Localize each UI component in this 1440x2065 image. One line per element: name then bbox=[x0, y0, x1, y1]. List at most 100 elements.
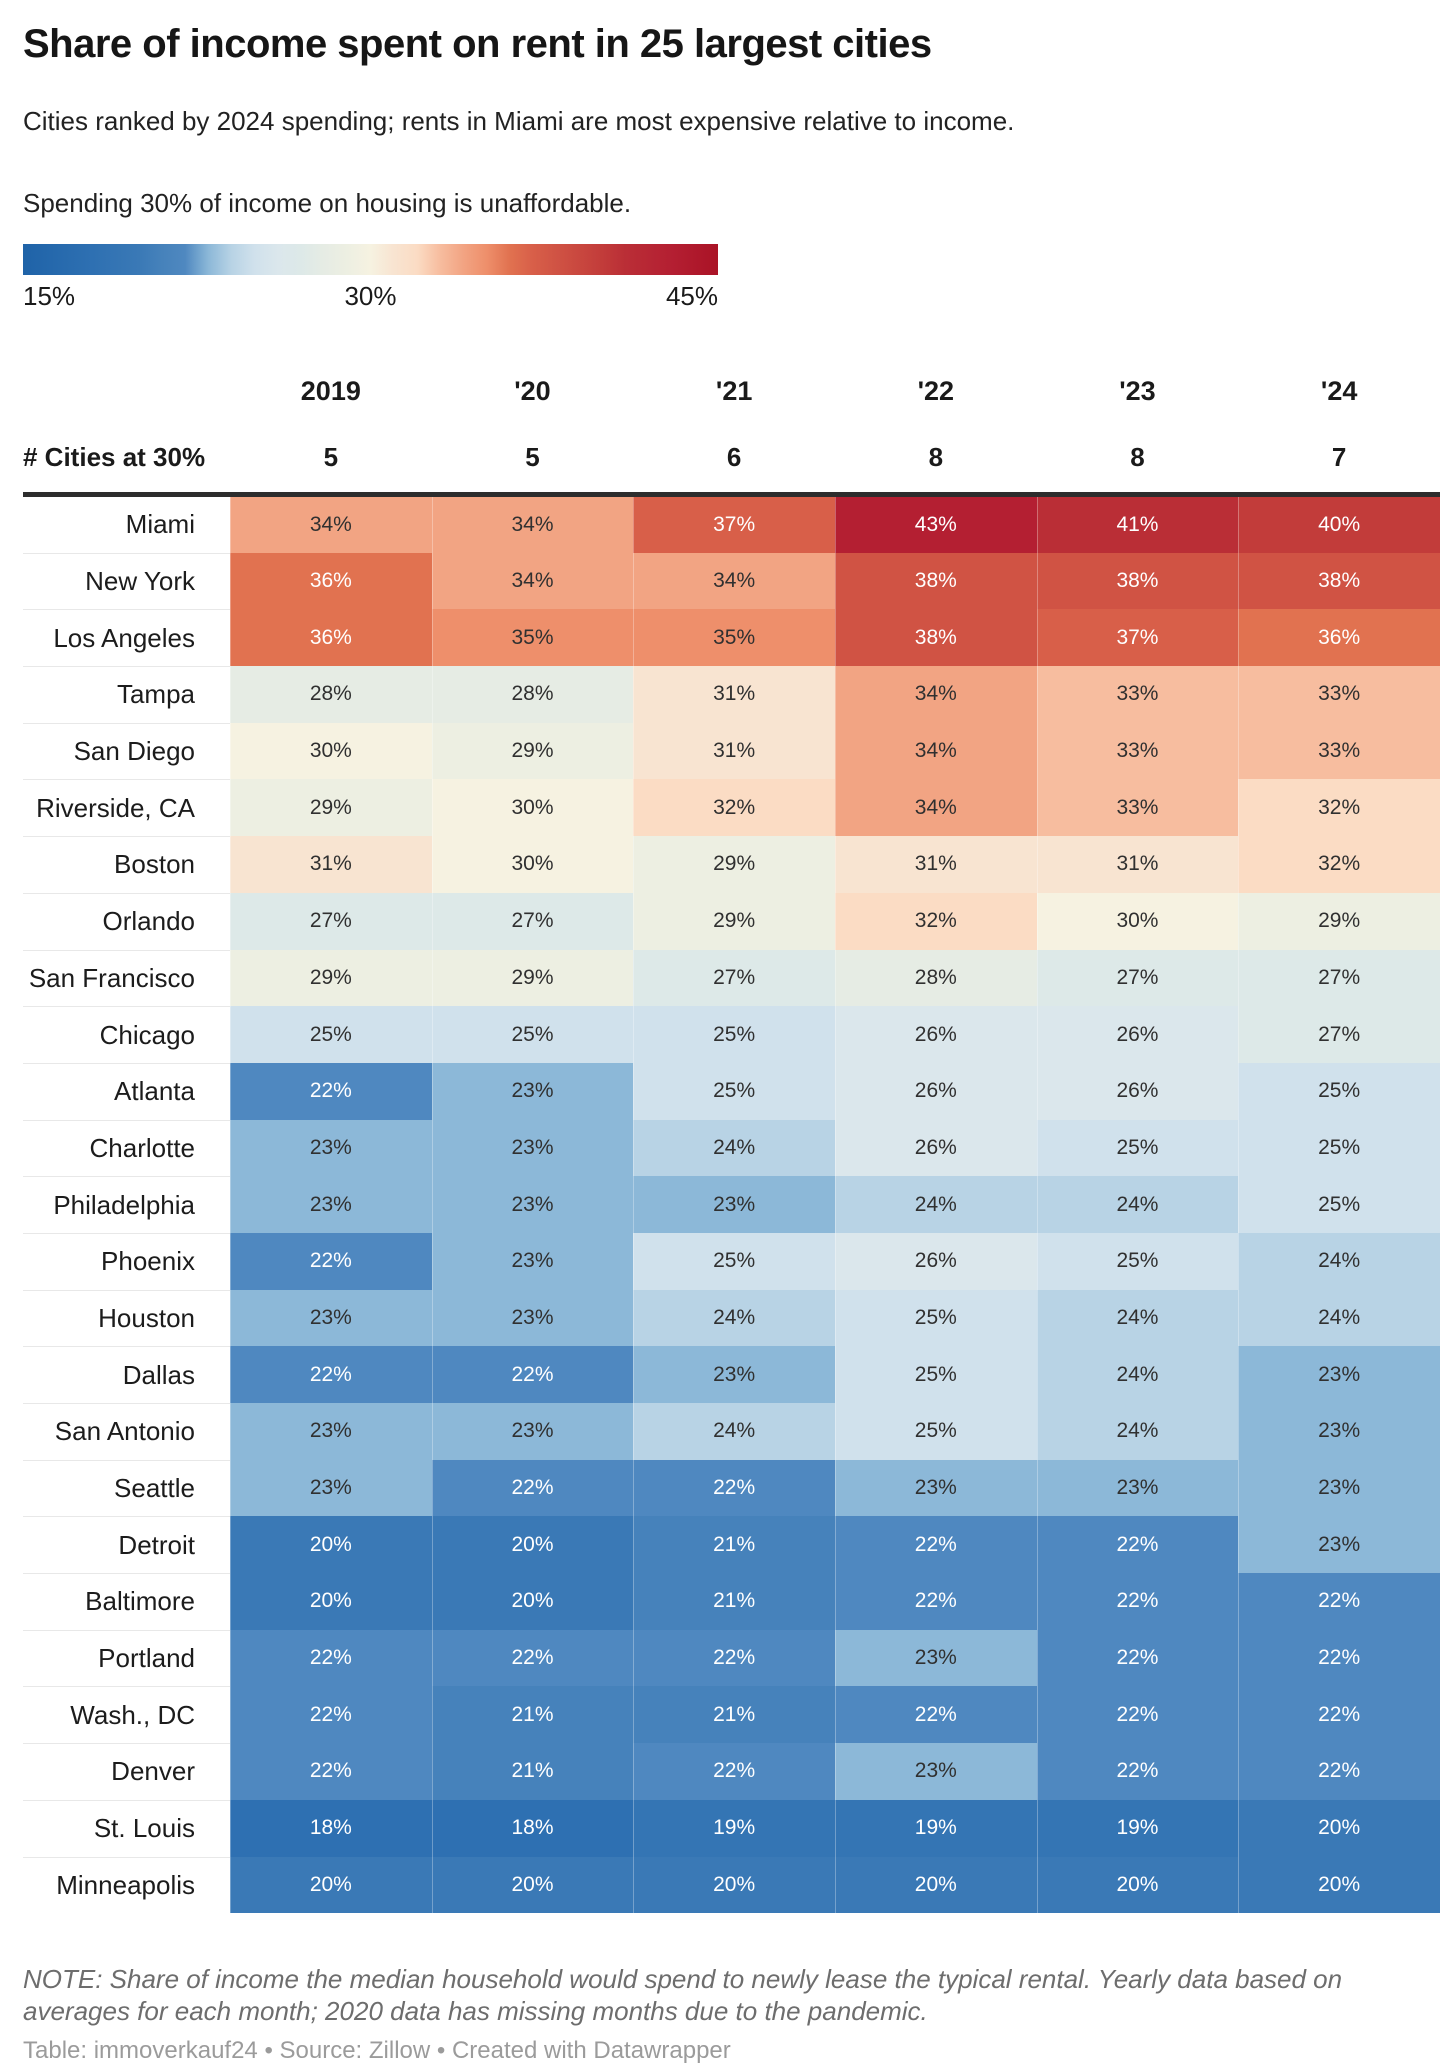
heatmap-cell: 21% bbox=[633, 1516, 835, 1574]
heatmap-cell: 22% bbox=[1036, 1743, 1239, 1800]
table-row: San Francisco 29% 29% 27% 28% 27% 27% bbox=[23, 949, 1440, 1007]
heatmap-cell: 37% bbox=[633, 497, 835, 553]
heatmap-cell: 23% bbox=[431, 1232, 634, 1290]
heatmap-cell: 24% bbox=[834, 1176, 1037, 1233]
heatmap-cell: 30% bbox=[1036, 892, 1239, 950]
footnote: NOTE: Share of income the median househo… bbox=[23, 1964, 1343, 2027]
table-row: Minneapolis 20% 20% 20% 20% 20% 20% bbox=[23, 1856, 1440, 1914]
city-label: San Francisco bbox=[23, 949, 230, 1007]
heatmap-cell: 25% bbox=[1238, 1176, 1440, 1233]
heatmap-cell: 25% bbox=[834, 1403, 1037, 1460]
heatmap-cell: 23% bbox=[1036, 1459, 1239, 1517]
heatmap-cell: 32% bbox=[633, 779, 835, 837]
heatmap-cell: 22% bbox=[431, 1629, 634, 1687]
heatmap-cell: 22% bbox=[834, 1573, 1037, 1630]
heatmap-cell: 28% bbox=[230, 666, 432, 723]
city-label: Miami bbox=[23, 497, 230, 553]
city-label: New York bbox=[23, 552, 230, 610]
heatmap-cell: 22% bbox=[230, 1062, 432, 1120]
heatmap-cell: 21% bbox=[431, 1686, 634, 1744]
city-label: Denver bbox=[23, 1743, 230, 1800]
heatmap-cell: 27% bbox=[633, 949, 835, 1007]
heatmap-cell: 22% bbox=[1036, 1516, 1239, 1574]
cities-at-30-count: 5 bbox=[230, 422, 432, 497]
heatmap-cell: 22% bbox=[230, 1743, 432, 1800]
heatmap-cell: 32% bbox=[1238, 779, 1440, 837]
heatmap-cell: 23% bbox=[431, 1119, 634, 1177]
heatmap-cell: 29% bbox=[230, 949, 432, 1007]
heatmap-cell: 36% bbox=[1238, 609, 1440, 667]
heatmap-cell: 20% bbox=[431, 1573, 634, 1630]
table-row: Tampa 28% 28% 31% 34% 33% 33% bbox=[23, 666, 1440, 723]
heatmap-cell: 25% bbox=[633, 1232, 835, 1290]
heatmap-cell: 23% bbox=[230, 1176, 432, 1233]
heatmap-cell: 27% bbox=[1238, 949, 1440, 1007]
city-label: San Antonio bbox=[23, 1403, 230, 1460]
cities-at-30-label: # Cities at 30% bbox=[23, 422, 230, 497]
heatmap-cell: 33% bbox=[1036, 779, 1239, 837]
table-row: San Antonio 23% 23% 24% 25% 24% 23% bbox=[23, 1403, 1440, 1460]
city-label: Portland bbox=[23, 1629, 230, 1687]
heatmap-cell: 20% bbox=[431, 1856, 634, 1914]
heatmap-cell: 20% bbox=[633, 1856, 835, 1914]
heatmap-cell: 22% bbox=[230, 1629, 432, 1687]
heatmap-cell: 30% bbox=[431, 836, 634, 893]
heatmap-cell: 24% bbox=[1036, 1403, 1239, 1460]
heatmap-cell: 35% bbox=[431, 609, 634, 667]
cities-at-30-count: 7 bbox=[1238, 422, 1440, 497]
heatmap-cell: 25% bbox=[633, 1062, 835, 1120]
heatmap-cell: 26% bbox=[1036, 1062, 1239, 1120]
heatmap-cell: 25% bbox=[230, 1006, 432, 1063]
table-row: Los Angeles 36% 35% 35% 38% 37% 36% bbox=[23, 609, 1440, 667]
table-row: Phoenix 22% 23% 25% 26% 25% 24% bbox=[23, 1232, 1440, 1290]
heatmap-cell: 38% bbox=[1238, 552, 1440, 610]
heatmap-cell: 23% bbox=[230, 1119, 432, 1177]
table-row: New York 36% 34% 34% 38% 38% 38% bbox=[23, 552, 1440, 610]
heatmap-cell: 36% bbox=[230, 609, 432, 667]
year-column-header: '21 bbox=[715, 375, 753, 406]
legend-mid-label: 30% bbox=[344, 281, 397, 311]
heatmap-cell: 27% bbox=[1238, 1006, 1440, 1063]
cities-at-30-count: 8 bbox=[1036, 422, 1239, 497]
heatmap-cell: 34% bbox=[834, 722, 1037, 780]
heatmap-cell: 22% bbox=[230, 1686, 432, 1744]
city-label: Philadelphia bbox=[23, 1176, 230, 1233]
heatmap-cell: 27% bbox=[1036, 949, 1239, 1007]
heatmap-cell: 25% bbox=[431, 1006, 634, 1063]
heatmap-cell: 38% bbox=[1036, 552, 1239, 610]
city-label: Minneapolis bbox=[23, 1856, 230, 1914]
table-row: St. Louis 18% 18% 19% 19% 19% 20% bbox=[23, 1799, 1440, 1857]
color-scale-legend: 15% 30% 45% bbox=[23, 244, 718, 315]
heatmap-cell: 20% bbox=[1036, 1856, 1239, 1914]
table-row: Dallas 22% 22% 23% 25% 24% 23% bbox=[23, 1346, 1440, 1403]
table-row: Detroit 20% 20% 21% 22% 22% 23% bbox=[23, 1516, 1440, 1574]
table-row: Miami 34% 34% 37% 43% 41% 40% bbox=[23, 497, 1440, 553]
heatmap-cell: 30% bbox=[431, 779, 634, 837]
heatmap-cell: 27% bbox=[230, 892, 432, 950]
heatmap-cell: 24% bbox=[1238, 1232, 1440, 1290]
heatmap-cell: 23% bbox=[1238, 1346, 1440, 1403]
table-row: Philadelphia 23% 23% 23% 24% 24% 25% bbox=[23, 1176, 1440, 1233]
heatmap-cell: 22% bbox=[633, 1459, 835, 1517]
heatmap-cell: 29% bbox=[431, 949, 634, 1007]
heatmap-cell: 29% bbox=[431, 722, 634, 780]
heatmap-cell: 23% bbox=[1238, 1459, 1440, 1517]
city-label: Chicago bbox=[23, 1006, 230, 1063]
year-column-header: 2019 bbox=[300, 375, 361, 406]
heatmap-cell: 36% bbox=[230, 552, 432, 610]
city-label: Houston bbox=[23, 1289, 230, 1347]
heatmap-cell: 22% bbox=[834, 1686, 1037, 1744]
heatmap-cell: 22% bbox=[633, 1743, 835, 1800]
heatmap-cell: 23% bbox=[834, 1459, 1037, 1517]
heatmap-cell: 33% bbox=[1036, 722, 1239, 780]
heatmap-cell: 20% bbox=[230, 1516, 432, 1574]
table-row: Charlotte 23% 23% 24% 26% 25% 25% bbox=[23, 1119, 1440, 1177]
heatmap-cell: 34% bbox=[834, 779, 1037, 837]
heatmap-cell: 23% bbox=[633, 1346, 835, 1403]
table-row: Seattle 23% 22% 22% 23% 23% 23% bbox=[23, 1459, 1440, 1517]
heatmap-cell: 22% bbox=[431, 1459, 634, 1517]
heatmap-cell: 40% bbox=[1238, 497, 1440, 553]
heatmap-cell: 21% bbox=[633, 1573, 835, 1630]
